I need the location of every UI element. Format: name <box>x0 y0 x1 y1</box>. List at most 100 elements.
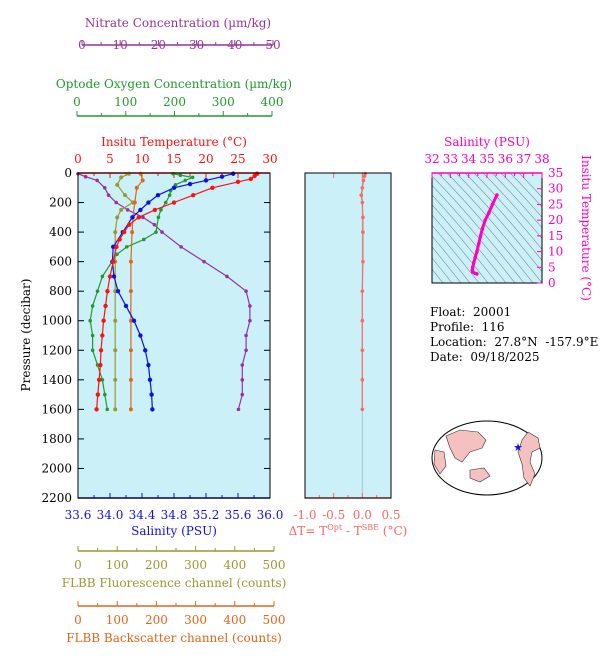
oxygen-point <box>88 318 92 323</box>
salinity-tick-label: 35.2 <box>193 508 220 522</box>
ts-point <box>475 249 479 254</box>
ts-contour <box>432 194 507 283</box>
ts-temperature-tick-label: 5 <box>548 260 556 274</box>
delta-point <box>360 289 365 293</box>
salinity-point <box>111 274 117 279</box>
salinity-axis-label: Salinity (PSU) <box>131 524 217 538</box>
delta-point <box>360 378 365 382</box>
fluorescence-point <box>115 182 120 187</box>
nitrate-point <box>248 318 252 323</box>
ts-contour <box>518 173 542 198</box>
nitrate-tick-label: 0 <box>78 38 86 52</box>
oxygen-point <box>90 348 95 353</box>
ts-temperature-tick-label: 15 <box>548 229 563 243</box>
pressure-tick-label: 0 <box>64 166 72 180</box>
nitrate-axis-label: Nitrate Concentration (µm/kg) <box>85 16 271 30</box>
nitrate-point <box>236 407 241 412</box>
backscatter-tick-label: 100 <box>106 613 129 627</box>
nitrate-tick-label: 50 <box>265 38 280 52</box>
temperature-tick-label: 15 <box>166 152 181 166</box>
ts-temperature-axis-label: Insitu Temperature (°C) <box>579 155 593 301</box>
salinity-tick-label: 36.0 <box>257 508 284 522</box>
fluorescence-point <box>113 230 118 235</box>
ts-temperature-tick-label: 25 <box>548 197 563 211</box>
backscatter-tick-label: 0 <box>74 613 82 627</box>
oxygen-point <box>105 407 110 412</box>
delta-panel-background <box>305 173 391 498</box>
pressure-axis-label: Pressure (decibar) <box>19 279 33 392</box>
map-land-americas <box>517 431 541 487</box>
fluorescence-point <box>126 171 131 176</box>
oxygen-point <box>124 245 129 249</box>
temperature-point <box>95 392 101 397</box>
oxygen-tick-label: 0 <box>73 95 81 109</box>
nitrate-tick-label: 30 <box>189 38 204 52</box>
ts-contour <box>437 173 534 283</box>
nitrate-point <box>244 289 248 293</box>
temperature-point <box>96 377 102 383</box>
salinity-point <box>131 318 137 323</box>
nitrate-point <box>83 174 88 179</box>
fluorescence-point <box>119 175 124 180</box>
ts-series <box>470 193 499 276</box>
backscatter-tick-label: 400 <box>223 613 246 627</box>
temperature-point <box>117 237 122 242</box>
fluorescence-axis: 0 100 200 300 400 500 <box>74 546 285 572</box>
salinity-tick-label: 34.0 <box>97 508 124 522</box>
ts-salinity-tick-label: 34 <box>461 152 477 166</box>
salinity-line <box>111 173 234 410</box>
pressure-tick-label: 800 <box>49 284 72 298</box>
backscatter-point <box>128 289 133 294</box>
delta-point <box>360 185 365 190</box>
pressure-tick-label: 400 <box>49 225 72 239</box>
backscatter-point <box>130 230 135 235</box>
info-float: Float: 20001 <box>430 305 512 319</box>
salinity-point <box>115 288 121 294</box>
ts-temperature-tick-label: 30 <box>548 182 563 196</box>
backscatter-tick-label: 300 <box>184 613 207 627</box>
ts-salinity-tick-label: 32 <box>424 152 439 166</box>
delta-label-end: (°C) <box>379 524 407 538</box>
pressure-axis: 0 200 400 600 800 1000 1200 1400 1600 1800 2000 220… <box>41 166 391 505</box>
fluorescence-tick-label: 300 <box>184 558 207 572</box>
ts-contour <box>432 246 462 283</box>
nitrate-point <box>152 222 157 227</box>
nitrate-axis: 0 10 20 30 40 50 <box>78 38 280 52</box>
ts-temperature-tick-label: 35 <box>548 166 563 180</box>
map-land-australia <box>469 467 491 483</box>
oxygen-point <box>115 252 119 257</box>
salinity-tick-label: 34.4 <box>129 508 156 522</box>
salinity-point <box>146 200 151 205</box>
temperature-tick-label: 25 <box>230 152 245 166</box>
ts-contour <box>432 184 516 283</box>
backscatter-point <box>128 259 133 264</box>
pressure-tick-label: 2200 <box>41 491 72 505</box>
fluorescence-point <box>113 318 118 323</box>
oxygen-point <box>95 289 100 293</box>
temperature-point <box>101 318 106 323</box>
delta-tick-label: 0.0 <box>353 508 372 522</box>
delta-point <box>361 259 365 264</box>
temperature-point <box>107 274 113 279</box>
ts-point <box>478 234 483 238</box>
info-profile: Profile: 116 <box>430 320 505 334</box>
backscatter-point <box>138 171 143 176</box>
temperature-point <box>210 185 215 190</box>
temperature-point <box>127 222 132 227</box>
ts-contour <box>432 204 498 283</box>
temperature-point <box>252 173 257 179</box>
temperature-tick-label: 0 <box>74 152 82 166</box>
map-land-asia <box>445 429 487 463</box>
oxygen-tick-label: 100 <box>114 95 137 109</box>
nitrate-point <box>240 378 245 382</box>
oxygen-point <box>156 215 161 220</box>
backscatter-tick-label: 200 <box>145 613 168 627</box>
salinity-tick-label: 34.8 <box>161 508 188 522</box>
temperature-point <box>152 207 157 213</box>
oxygen-axis-label: Optode Oxygen Concentration (µm/kg) <box>56 77 292 91</box>
fluorescence-axis-label: FLBB Fluorescence channel (counts) <box>62 576 287 590</box>
info-location: Location: 27.8°N -157.9°E <box>430 335 599 349</box>
temperature-axis-label: Insitu Temperature (°C) <box>101 135 247 149</box>
ts-contour <box>464 173 542 261</box>
ts-salinity-tick-label: 38 <box>534 152 549 166</box>
